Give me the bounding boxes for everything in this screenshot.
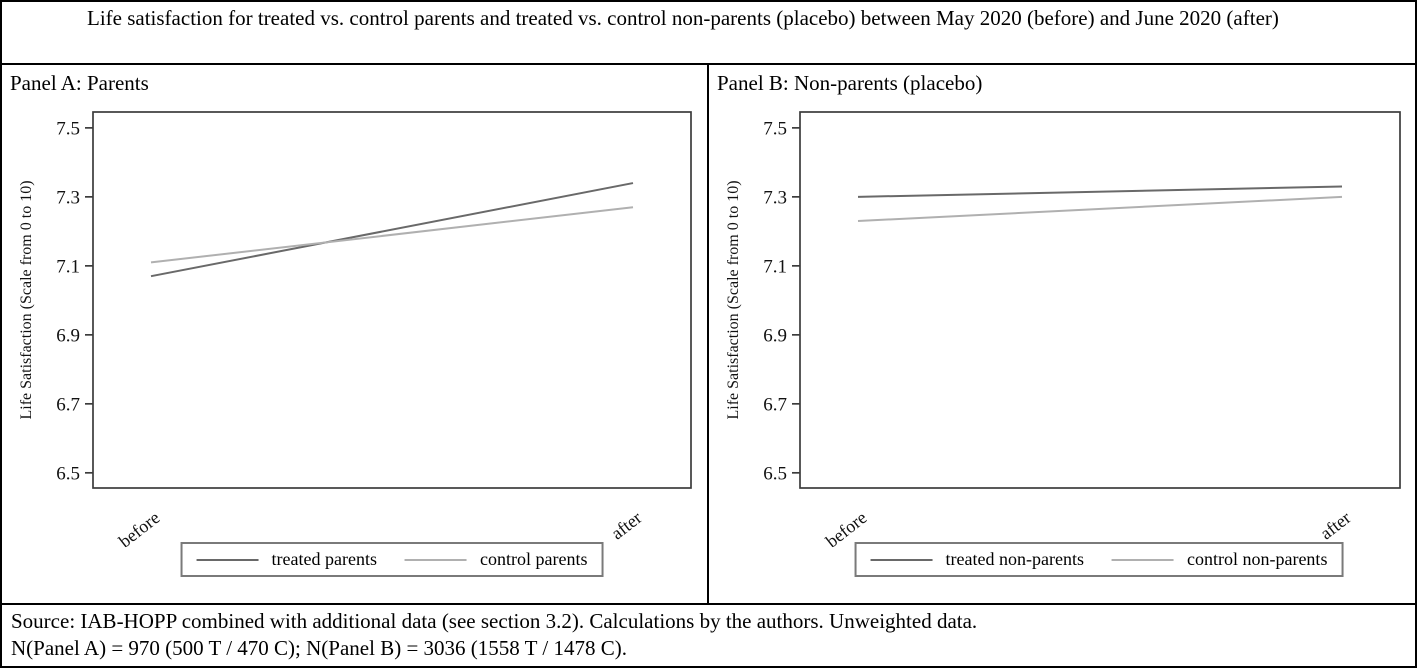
y-tick-label: 6.7 [56, 394, 80, 415]
y-axis-title: Life Satisfaction (Scale from 0 to 10) [18, 180, 35, 419]
figure-title: Life satisfaction for treated vs. contro… [2, 2, 1415, 65]
panel-a-title: Panel A: Parents [10, 71, 149, 95]
legend-item-treated: treated parents [196, 549, 377, 570]
panel-b: Panel B: Non-parents (placebo) 6.5 6.7 6.9… [709, 65, 1415, 603]
series-line-1 [150, 206, 634, 264]
y-tick-label: 7.1 [763, 256, 787, 277]
panel-a-chart: 6.5 6.7 6.9 7.1 7.3 7.5 Life Satisfaction (Sca… [2, 65, 707, 603]
legend-item-control: control non-parents [1111, 549, 1328, 570]
plot-box [92, 111, 692, 489]
panel-a: Panel A: Parents 6.5 6.7 6.9 7.1 7.3 7.5 Life … [2, 65, 709, 603]
y-tick-label: 6.9 [56, 325, 80, 346]
y-axis-title: Life Satisfaction (Scale from 0 to 10) [725, 180, 742, 419]
series-line-1 [857, 195, 1343, 223]
source-line-2: N(Panel A) = 970 (500 T / 470 C); N(Pane… [11, 636, 627, 660]
source-note: Source: IAB-HOPP combined with additiona… [2, 605, 1415, 666]
series-line-0 [857, 185, 1343, 198]
legend-item-treated: treated non-parents [870, 549, 1084, 570]
series-line-0 [150, 182, 634, 278]
y-tick-label: 7.3 [763, 187, 787, 208]
plot-svg: 6.5 6.7 6.9 7.1 7.3 7.5 Life Satisfaction (Sca… [18, 111, 692, 551]
y-tick-label: 6.5 [763, 463, 787, 484]
control-line-sample [1111, 558, 1174, 561]
y-tick-label: 7.1 [56, 256, 80, 277]
plot-box [799, 111, 1401, 489]
legend-item-control: control parents [404, 549, 588, 570]
panel-a-legend: treated parents control parents [180, 542, 604, 577]
panels-row: Panel A: Parents 6.5 6.7 6.9 7.1 7.3 7.5 Life … [2, 65, 1415, 605]
y-tick-label: 7.5 [56, 118, 80, 139]
y-tick-label: 6.9 [763, 325, 787, 346]
legend-label-control: control parents [479, 549, 588, 569]
legend-label-treated: treated non-parents [945, 549, 1084, 569]
legend-label-control: control non-parents [1186, 549, 1328, 569]
treated-line-sample [870, 558, 933, 561]
panel-b-chart: 6.5 6.7 6.9 7.1 7.3 7.5 Life Satisfaction (Sca… [709, 65, 1415, 603]
source-line-1: Source: IAB-HOPP combined with additiona… [11, 609, 978, 633]
x-tick-label: after [1316, 507, 1354, 543]
y-tick-label: 6.7 [763, 394, 787, 415]
x-tick-label: after [607, 507, 645, 543]
y-tick-label: 7.5 [763, 118, 787, 139]
x-tick-label: before [115, 507, 164, 551]
y-tick-label: 7.3 [56, 187, 80, 208]
plot-svg: 6.5 6.7 6.9 7.1 7.3 7.5 Life Satisfaction (Sca… [725, 111, 1401, 551]
control-line-sample [404, 558, 467, 561]
legend-label-treated: treated parents [271, 549, 377, 569]
panel-b-legend: treated non-parents control non-parents [854, 542, 1344, 577]
y-tick-label: 6.5 [56, 463, 80, 484]
treated-line-sample [196, 558, 259, 561]
panel-b-title: Panel B: Non-parents (placebo) [717, 71, 983, 95]
